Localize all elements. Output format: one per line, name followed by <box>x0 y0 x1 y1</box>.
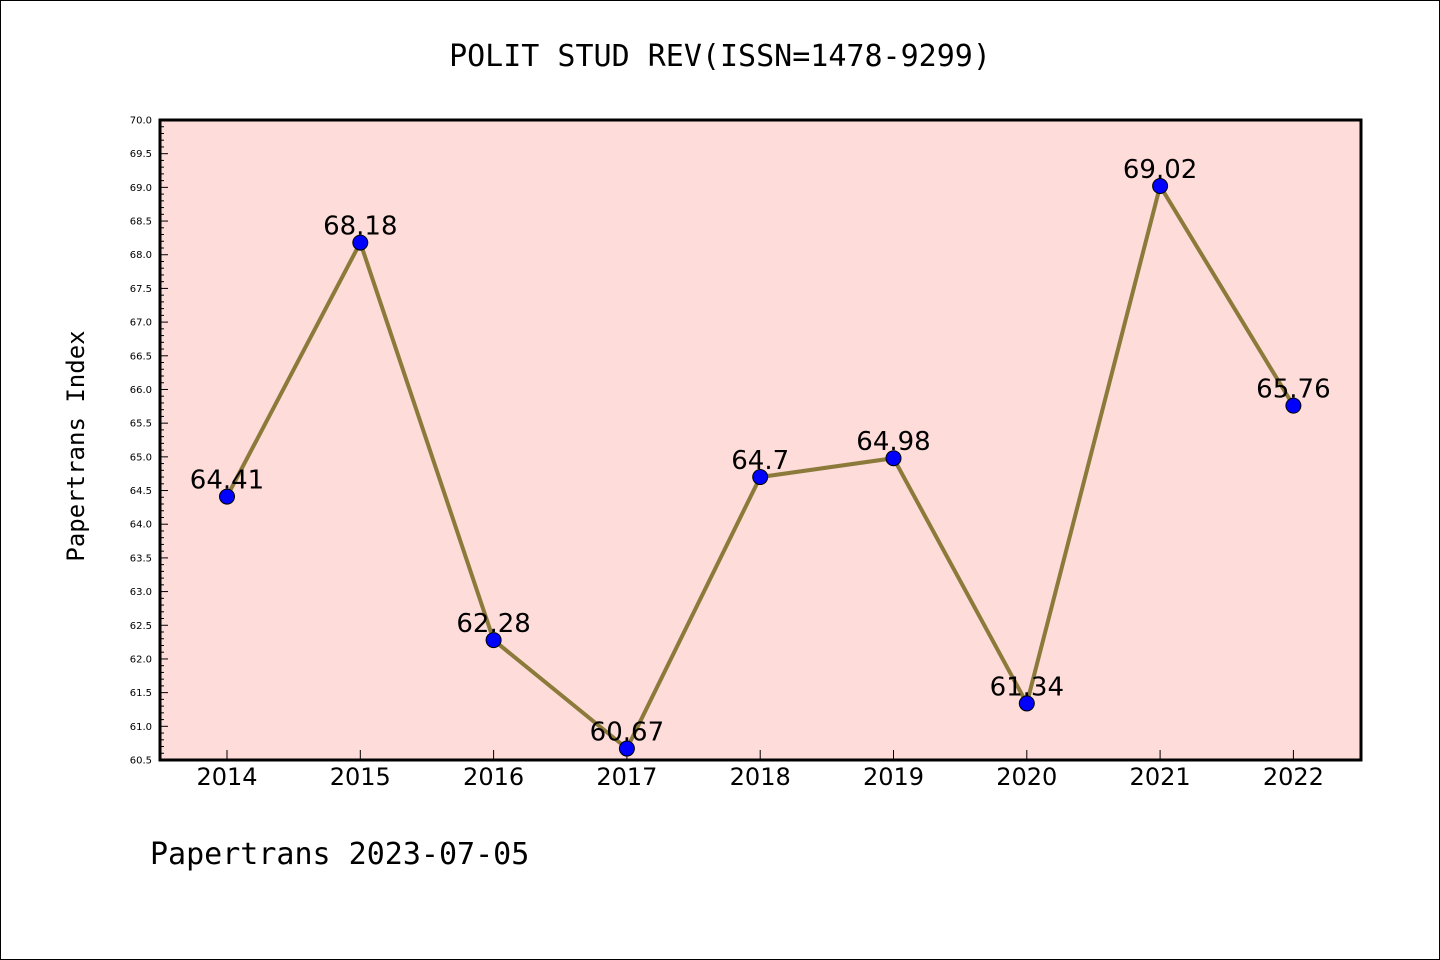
y-axis: 60.5 61.0 61.5 62.0 62.5 63.0 63.5 64.0 64.5 65.0… <box>130 116 168 767</box>
plot-border <box>158 118 1363 762</box>
y-tick-label: 70.0 <box>130 116 152 127</box>
data-point <box>352 234 369 251</box>
y-tick-label: 65.0 <box>130 452 152 463</box>
y-tick-label: 64.0 <box>130 520 152 531</box>
data-point <box>1018 695 1035 712</box>
y-tick-label: 66.0 <box>130 385 152 396</box>
data-label: 65.76 <box>1256 375 1330 405</box>
data-label: 64.41 <box>190 466 264 496</box>
x-tick-label: 2014 <box>196 763 257 791</box>
y-tick-label: 69.0 <box>130 183 152 194</box>
x-tick-label: 2016 <box>463 763 524 791</box>
data-point <box>885 450 902 467</box>
footer-text: Papertrans 2023-07-05 <box>150 837 529 872</box>
plot-area <box>160 120 1361 760</box>
data-point <box>752 469 769 486</box>
x-tick-label: 2021 <box>1130 763 1191 791</box>
data-point <box>485 632 502 649</box>
y-tick-label: 67.5 <box>130 284 152 295</box>
y-tick-label: 63.0 <box>130 587 152 598</box>
data-label: 69.02 <box>1123 155 1197 185</box>
data-label: 64.7 <box>731 446 789 476</box>
y-tick-label: 67.0 <box>130 318 152 329</box>
y-tick-label: 69.5 <box>130 149 152 160</box>
data-point <box>219 488 235 505</box>
y-tick-label: 64.5 <box>130 486 152 497</box>
y-tick-label: 61.0 <box>130 722 152 733</box>
data-label: 60.67 <box>590 718 664 748</box>
data-label: 62.28 <box>456 609 530 639</box>
y-tick-label: 61.5 <box>130 688 152 699</box>
x-tick-label: 2018 <box>730 763 791 791</box>
y-tick-label: 66.5 <box>130 351 152 362</box>
data-point <box>1152 178 1169 195</box>
y-tick-label: 60.5 <box>130 756 152 767</box>
data-label: 61.34 <box>990 672 1064 702</box>
data-point <box>1285 397 1302 414</box>
y-tick-label: 65.5 <box>130 419 152 430</box>
series-group: 64.41 68.18 62.28 60.67 64.7 64.98 61.34 69.02 6… <box>190 155 1331 757</box>
chart-title: POLIT STUD REV(ISSN=1478-9299) <box>449 39 991 74</box>
x-tick-label: 2019 <box>863 763 924 791</box>
x-tick-label: 2020 <box>996 763 1057 791</box>
data-point <box>618 740 635 757</box>
y-tick-label: 63.5 <box>130 553 152 564</box>
x-tick-label: 2017 <box>596 763 657 791</box>
y-tick-label: 62.0 <box>130 654 152 665</box>
y-axis-label: Papertrans Index <box>62 330 90 561</box>
y-tick-label: 68.5 <box>130 217 152 228</box>
data-label: 64.98 <box>856 427 930 457</box>
y-tick-label: 68.0 <box>130 250 152 261</box>
x-tick-label: 2015 <box>330 763 391 791</box>
y-tick-label: 62.5 <box>130 621 152 632</box>
data-label: 68.18 <box>323 212 397 242</box>
x-tick-label: 2022 <box>1263 763 1324 791</box>
x-axis: 2014 2015 2016 2017 2018 2019 2020 2021 2022 <box>196 750 1324 791</box>
